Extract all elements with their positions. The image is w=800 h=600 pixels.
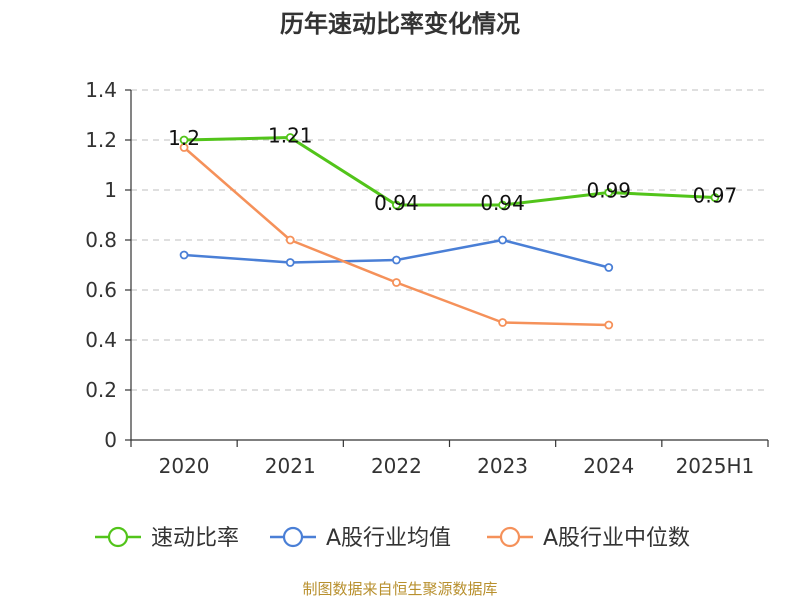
x-tick-label: 2020 [159, 454, 210, 478]
data-labels: 1.2 1.21 0.94 0.94 0.99 0.97 [168, 124, 737, 216]
legend: 速动比率 A股行业均值 A股行业中位数 [95, 526, 690, 551]
chart-title: 历年速动比率变化情况 [280, 10, 520, 38]
data-label: 0.99 [586, 179, 631, 203]
y-tick-label: 0.6 [85, 278, 117, 302]
series-point [285, 258, 295, 267]
x-tick-label: 2025H1 [676, 454, 755, 478]
series-line-2 [183, 146, 609, 327]
legend-label: A股行业均值 [326, 526, 451, 551]
series-point [285, 133, 295, 142]
y-tick-label: 0.2 [85, 378, 117, 402]
y-tick-label: 0.4 [85, 328, 117, 352]
x-tick-label: 2023 [477, 454, 528, 478]
y-tick-label: 1.2 [85, 128, 117, 152]
axes: 0 0.2 0.4 0.6 0.8 1 1.2 1.4 2020 2021 2022 2023 2024… [85, 78, 769, 478]
series-point [604, 263, 614, 272]
data-label: 1.21 [268, 124, 313, 148]
series-point [498, 318, 507, 327]
y-tick-label: 0 [104, 428, 117, 452]
legend-swatch-marker [282, 526, 304, 548]
legend-swatch-marker [107, 526, 129, 548]
y-tick-label: 1 [104, 178, 117, 202]
series-point [392, 200, 401, 210]
series-point [392, 278, 401, 287]
x-tick-label: 2021 [265, 454, 316, 478]
data-label: 0.94 [374, 191, 419, 215]
series-point [179, 135, 189, 145]
series-point [498, 235, 507, 245]
series-point [392, 255, 401, 265]
y-tick-label: 1.4 [85, 78, 117, 102]
series-group [179, 133, 720, 330]
legend-label: 速动比率 [151, 526, 239, 551]
data-label: 0.97 [693, 184, 738, 208]
legend-swatch-marker [499, 526, 521, 548]
gridlines [131, 89, 768, 391]
series-point [710, 193, 720, 202]
series-point [604, 320, 614, 330]
y-tick-label: 0.8 [85, 228, 117, 252]
series-line-0 [184, 136, 715, 207]
x-tick-label: 2024 [583, 454, 634, 478]
source-note: 制图数据来自恒生聚源数据库 [302, 580, 497, 598]
series-point [498, 200, 507, 210]
series-point [604, 188, 614, 197]
x-tick-label: 2022 [371, 454, 422, 478]
data-label: 0.94 [480, 191, 525, 215]
series-point [285, 235, 295, 245]
series-point [179, 250, 189, 260]
data-label: 1.2 [168, 126, 200, 150]
legend-label: A股行业中位数 [543, 526, 690, 551]
